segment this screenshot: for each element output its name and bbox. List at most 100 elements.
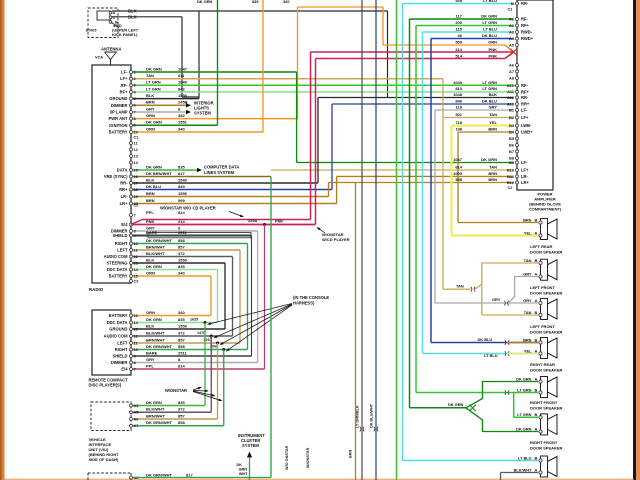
svg-text:835: 835 bbox=[178, 164, 185, 169]
svg-text:A: A bbox=[535, 230, 538, 235]
svg-text:BRN: BRN bbox=[488, 171, 497, 176]
svg-text:2511: 2511 bbox=[178, 230, 187, 235]
svg-text:12: 12 bbox=[134, 147, 139, 152]
svg-text:7: 7 bbox=[134, 212, 136, 217]
svg-text:5: 5 bbox=[134, 96, 137, 101]
svg-text:1047: 1047 bbox=[178, 66, 188, 71]
svg-text:DK GRN: DK GRN bbox=[448, 402, 464, 407]
svg-text:12: 12 bbox=[134, 333, 139, 338]
svg-text:HARNESS): HARNESS) bbox=[293, 301, 315, 306]
svg-text:RR+: RR+ bbox=[521, 102, 530, 107]
svg-text:BLK/WHT: BLK/WHT bbox=[146, 251, 165, 256]
svg-text:B10: B10 bbox=[507, 167, 514, 172]
svg-text:A8: A8 bbox=[509, 75, 515, 80]
svg-text:229A: 229A bbox=[248, 218, 257, 223]
svg-text:4WD: 4WD bbox=[113, 23, 122, 28]
svg-text:13: 13 bbox=[134, 153, 139, 158]
svg-text:8: 8 bbox=[134, 116, 137, 121]
svg-text:LT GRN: LT GRN bbox=[482, 80, 497, 85]
svg-text:B3: B3 bbox=[509, 123, 515, 128]
svg-text:(BEHIND GLOVE: (BEHIND GLOVE bbox=[529, 201, 561, 206]
svg-text:835: 835 bbox=[178, 400, 185, 405]
svg-text:A5: A5 bbox=[509, 42, 515, 47]
svg-text:DOOR SPEAKER: DOOR SPEAKER bbox=[530, 406, 563, 411]
svg-text:TAN: TAN bbox=[524, 310, 532, 315]
svg-text:DIMMER: DIMMER bbox=[111, 229, 128, 234]
svg-text:20: 20 bbox=[134, 201, 138, 206]
svg-text:598: 598 bbox=[455, 177, 462, 182]
svg-text:RIGHT FRONT: RIGHT FRONT bbox=[530, 400, 558, 405]
svg-text:117: 117 bbox=[456, 13, 463, 18]
svg-text:GRY: GRY bbox=[523, 298, 532, 303]
svg-text:(BEHIND RIGHT: (BEHIND RIGHT bbox=[89, 452, 120, 457]
svg-text:B1: B1 bbox=[509, 107, 515, 112]
svg-text:8: 8 bbox=[178, 357, 181, 362]
svg-text:842: 842 bbox=[178, 86, 185, 91]
svg-text:LR-: LR- bbox=[121, 194, 128, 199]
svg-text:200: 200 bbox=[455, 20, 462, 25]
svg-text:LT GRN: LT GRN bbox=[517, 387, 531, 392]
svg-text:DK GRN: DK GRN bbox=[146, 164, 162, 169]
svg-text:RF-: RF- bbox=[521, 17, 528, 22]
svg-text:382: 382 bbox=[178, 113, 185, 118]
svg-text:B: B bbox=[535, 310, 538, 315]
svg-text:1625: 1625 bbox=[190, 318, 198, 322]
svg-text:8: 8 bbox=[134, 360, 137, 365]
svg-text:LT GRN: LT GRN bbox=[146, 80, 161, 85]
svg-text:1470: 1470 bbox=[197, 331, 205, 335]
svg-text:5267: 5267 bbox=[204, 338, 212, 342]
svg-text:2511: 2511 bbox=[178, 350, 187, 355]
svg-text:718: 718 bbox=[455, 120, 462, 125]
svg-text:C1: C1 bbox=[134, 135, 140, 140]
svg-text:DK GRN/WHT: DK GRN/WHT bbox=[146, 238, 173, 243]
svg-text:DK GRN: DK GRN bbox=[516, 376, 532, 381]
svg-text:15: 15 bbox=[134, 167, 139, 172]
svg-text:501: 501 bbox=[455, 112, 462, 117]
svg-text:A4: A4 bbox=[509, 36, 515, 41]
svg-text:GROUND: GROUND bbox=[109, 96, 127, 101]
svg-text:AUDIO COM: AUDIO COM bbox=[104, 334, 128, 339]
svg-text:813: 813 bbox=[455, 86, 462, 91]
svg-text:9: 9 bbox=[134, 353, 137, 358]
svg-text:TAN: TAN bbox=[456, 283, 464, 288]
svg-text:GRN: GRN bbox=[239, 468, 248, 472]
svg-text:BRN/WHT: BRN/WHT bbox=[146, 337, 165, 342]
svg-text:TAN: TAN bbox=[489, 164, 497, 169]
svg-text:GRY: GRY bbox=[488, 104, 497, 109]
svg-text:16: 16 bbox=[134, 174, 139, 179]
svg-text:DK GRN: DK GRN bbox=[481, 13, 497, 18]
svg-text:858: 858 bbox=[178, 420, 185, 425]
svg-text:1: 1 bbox=[134, 69, 137, 74]
svg-text:10: 10 bbox=[134, 129, 138, 134]
svg-text:1049: 1049 bbox=[453, 80, 463, 85]
svg-text:857: 857 bbox=[178, 244, 185, 249]
svg-text:C2: C2 bbox=[134, 203, 140, 208]
svg-text:INSTRUMENT: INSTRUMENT bbox=[238, 433, 265, 438]
svg-text:ORN: ORN bbox=[488, 39, 497, 44]
svg-text:LEFT FRONT: LEFT FRONT bbox=[530, 324, 555, 329]
svg-text:PNK: PNK bbox=[146, 219, 155, 224]
svg-text:LINES SYSTEM: LINES SYSTEM bbox=[204, 170, 235, 175]
svg-text:DK GRN: DK GRN bbox=[146, 264, 162, 269]
svg-text:COMPUTER DATA: COMPUTER DATA bbox=[204, 165, 239, 170]
svg-text:RF+: RF+ bbox=[521, 23, 529, 28]
svg-text:LT BLU: LT BLU bbox=[484, 353, 498, 358]
svg-text:BARE: BARE bbox=[146, 350, 158, 355]
svg-text:1551: 1551 bbox=[178, 120, 188, 125]
svg-text:RWD-: RWD- bbox=[521, 30, 533, 35]
svg-text:8: 8 bbox=[178, 225, 181, 230]
svg-text:372: 372 bbox=[178, 407, 185, 412]
svg-text:A12: A12 bbox=[507, 95, 515, 100]
svg-text:LT BLU: LT BLU bbox=[483, 0, 497, 3]
svg-text:4: 4 bbox=[134, 89, 137, 94]
svg-text:VEHICLE: VEHICLE bbox=[89, 437, 107, 442]
svg-text:YEL: YEL bbox=[489, 120, 497, 125]
svg-text:DK GRN/WHT: DK GRN/WHT bbox=[146, 420, 173, 425]
svg-text:ORN: ORN bbox=[146, 310, 155, 315]
svg-text:LEFT: LEFT bbox=[117, 248, 128, 253]
svg-text:1550: 1550 bbox=[178, 323, 188, 328]
svg-text:YEL: YEL bbox=[524, 348, 532, 353]
svg-text:KICK PANEL): KICK PANEL) bbox=[112, 32, 138, 37]
svg-text:W/O ONSTAR: W/O ONSTAR bbox=[285, 445, 289, 470]
svg-text:BARE: BARE bbox=[146, 230, 158, 235]
